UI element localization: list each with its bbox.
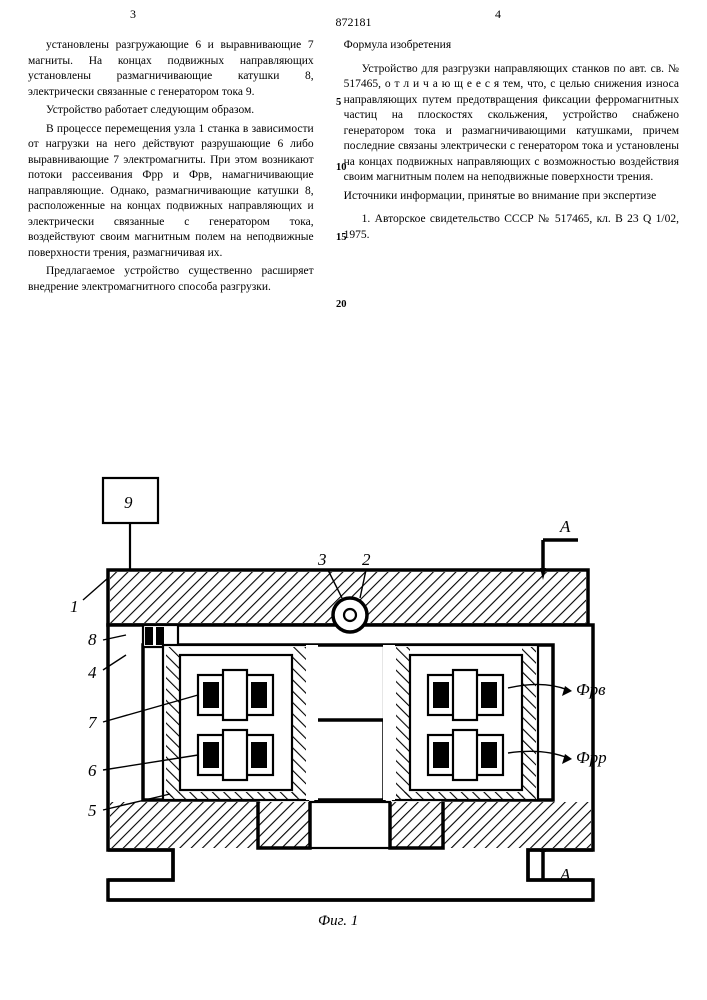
label-2: 2: [362, 550, 371, 569]
label-6: 6: [88, 761, 97, 780]
page: 3 872181 4 5 10 15 20 установлены разгру…: [0, 0, 707, 1000]
paragraph: Устройство для разгрузки направляющих ст…: [344, 62, 679, 186]
right-pocket: [393, 645, 538, 800]
left-column: установлены разгружающие 6 и выравнивающ…: [28, 38, 314, 298]
page-num-right: 4: [495, 6, 501, 22]
label-4: 4: [88, 663, 97, 682]
claims-title: Формула изобретения: [344, 38, 679, 54]
label-8: 8: [88, 630, 97, 649]
right-column: Формула изобретения Устройство для разгр…: [344, 38, 679, 298]
text-columns: установлены разгружающие 6 и выравнивающ…: [28, 38, 679, 298]
figure-caption: Фиг. 1: [318, 913, 358, 929]
label-9: 9: [124, 493, 133, 512]
label-5: 5: [88, 801, 97, 820]
line-number: 20: [336, 300, 347, 311]
label-1: 1: [70, 597, 79, 616]
label-7: 7: [88, 713, 98, 732]
label-3: 3: [317, 550, 327, 569]
left-pocket: [163, 645, 308, 800]
paragraph: Предлагаемое устройство существенно расш…: [28, 264, 314, 295]
paragraph: установлены разгружающие 6 и выравнивающ…: [28, 38, 314, 100]
patent-number: 872181: [0, 14, 707, 30]
svg-text:Фрв: Фрв: [576, 680, 606, 699]
paragraph: В процессе перемещения узла 1 станка в з…: [28, 122, 314, 262]
figure-svg: 9 1 А А: [48, 470, 648, 930]
svg-text:А: А: [559, 517, 571, 536]
paragraph: Устройство работает следующим образом.: [28, 103, 314, 119]
reference: 1. Авторское свидетельство СССР № 517465…: [344, 212, 679, 243]
figure-1: 9 1 А А: [48, 470, 648, 930]
sources-title: Источники информации, принятые во вниман…: [344, 189, 679, 205]
svg-text:Фрр: Фрр: [576, 748, 607, 767]
